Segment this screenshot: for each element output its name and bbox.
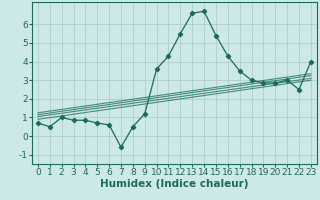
X-axis label: Humidex (Indice chaleur): Humidex (Indice chaleur) <box>100 179 249 189</box>
